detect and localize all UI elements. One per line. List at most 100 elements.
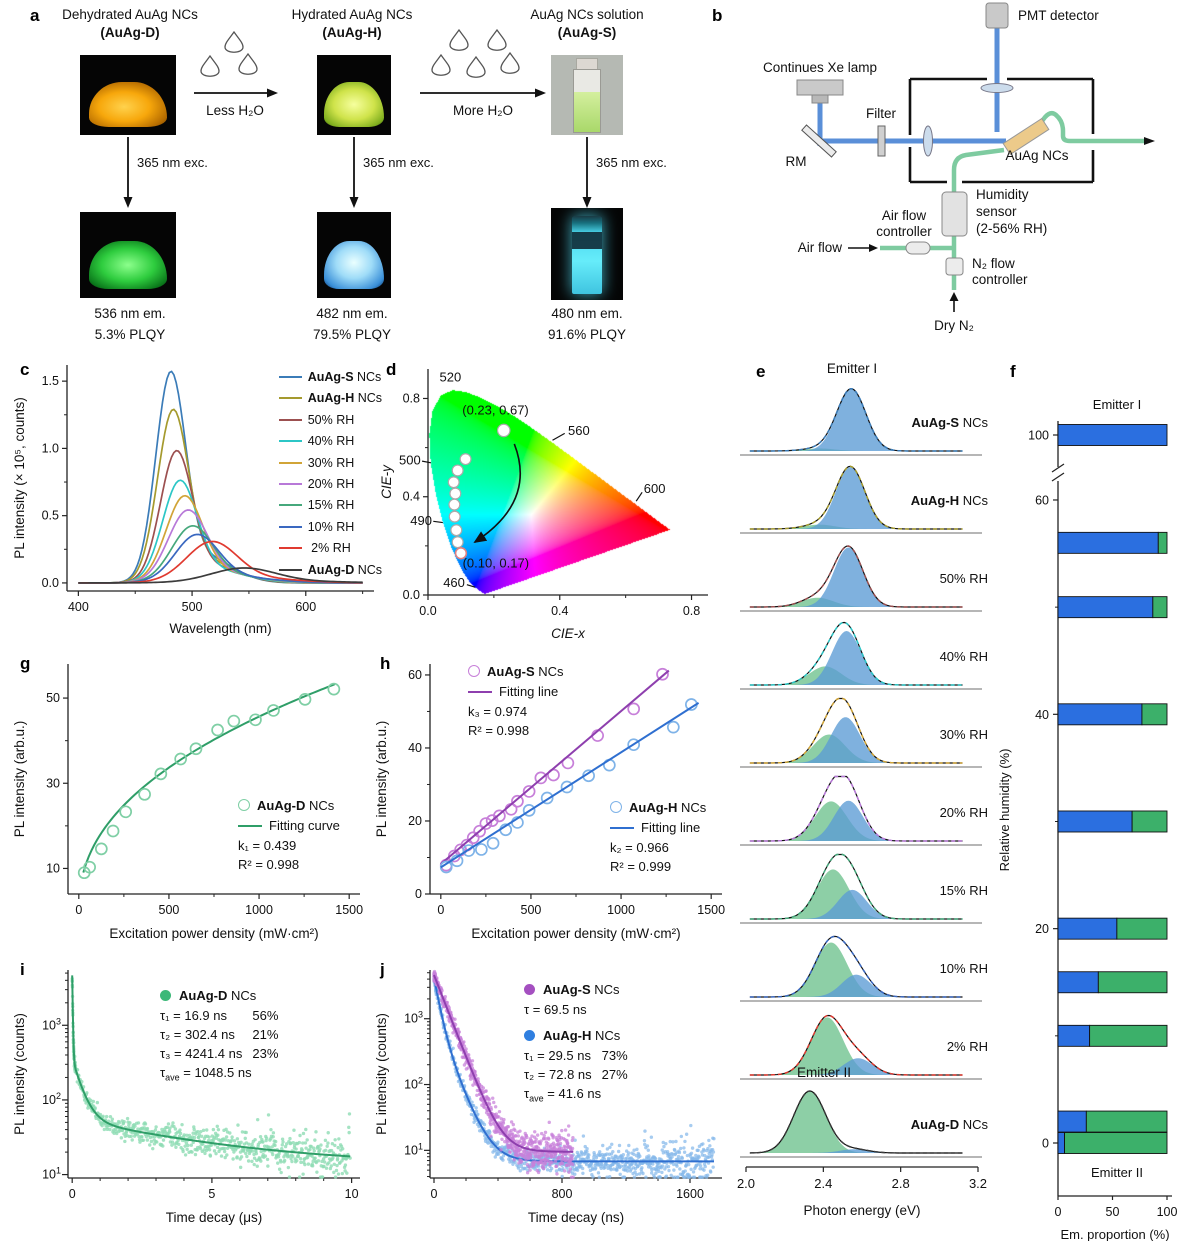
pl-spectra-legend: AuAg-S NCs AuAg-H NCs 50% RH 40% RH 30% RH 20… <box>278 367 382 581</box>
svg-text:Em. proportion (%): Em. proportion (%) <box>1060 1227 1169 1241</box>
row-label: 40% RH <box>940 649 988 664</box>
measured-trace <box>749 935 963 998</box>
filter-element <box>877 125 886 157</box>
photo-auag-d-daylight <box>80 55 176 135</box>
panel-label-d: d <box>386 360 397 379</box>
svg-text:Relative humidity (%): Relative humidity (%) <box>997 749 1012 872</box>
dot-swatch <box>524 984 535 995</box>
svg-text:800: 800 <box>552 1187 573 1201</box>
fit-line <box>440 702 700 869</box>
svg-text:Wavelength (nm): Wavelength (nm) <box>169 621 271 636</box>
exc-label-1: 365 nm exc. <box>137 155 208 170</box>
panel-b-setup: PMT detector Continues Xe lamp Filter RM… <box>700 0 1200 352</box>
pmt-detector-label: PMT detector <box>1018 8 1099 23</box>
humidity-label-1: Humidity <box>976 187 1029 202</box>
emitter2-component <box>749 1091 963 1153</box>
cuvette-label-band <box>572 232 602 249</box>
sample-title-auag-d: Dehydrated AuAg NCs (AuAg-D) <box>62 7 198 40</box>
dry-n2-arrowhead <box>949 292 959 301</box>
sample-chamber <box>908 77 1095 184</box>
powder-orange <box>88 82 168 127</box>
decay-fit <box>433 977 714 1163</box>
cie-point <box>454 547 468 560</box>
data-point <box>473 824 486 838</box>
emitter2-component <box>749 666 963 685</box>
power-legend-d: AuAg-D NCs Fitting curve k₁ = 0.439 R² =… <box>238 798 340 872</box>
transition-label-more-h2o: More H₂O <box>453 103 513 118</box>
svg-text:10: 10 <box>345 1187 359 1201</box>
svg-text:60: 60 <box>1035 493 1049 507</box>
emitter1-label: Emitter I <box>827 361 877 376</box>
panel-f-proportion: 100 60 40 20 0 0 50 100 Em. proportion (%) Relati… <box>995 355 1200 1241</box>
svg-text:20: 20 <box>1035 922 1049 936</box>
power-legend-h: AuAg-H NCs Fitting line k₂ = 0.966 R² = … <box>610 800 707 874</box>
svg-text:400: 400 <box>68 600 89 614</box>
data-point <box>267 704 280 717</box>
humidity-label-3: (2-56% RH) <box>976 221 1047 236</box>
svg-text:Excitation power density (mW·c: Excitation power density (mW·cm²) <box>109 926 318 941</box>
svg-text:0: 0 <box>431 1187 438 1201</box>
bar-emitter1 <box>1057 917 1118 940</box>
photo-auag-h-uv <box>317 212 391 298</box>
legend-item: 15% RH <box>278 495 382 516</box>
caption-auag-s: 480 nm em. 91.6% PLQY <box>547 306 627 342</box>
measured-trace <box>749 465 963 530</box>
svg-text:60: 60 <box>408 668 422 682</box>
data-point <box>627 702 641 716</box>
pl-curve <box>78 567 363 584</box>
air-flow-arrowhead <box>869 244 878 252</box>
svg-text:2.0: 2.0 <box>737 1176 755 1191</box>
cie-point <box>451 464 464 477</box>
gas-tube-in <box>951 147 1005 290</box>
bar-emitter2 <box>1116 917 1168 940</box>
powder-cyan-uv <box>323 241 385 290</box>
svg-text:1500: 1500 <box>697 903 725 917</box>
air-flow-controller-label-1: Air flow <box>882 208 927 223</box>
svg-text:0: 0 <box>415 887 422 901</box>
decay-chart-sh: 0 800 1600 101 102 103 Time decay (ns) PL inten… <box>374 969 722 1225</box>
svg-text:CIE-x: CIE-x <box>551 626 586 641</box>
data-point <box>83 860 96 874</box>
svg-text:30: 30 <box>46 776 60 790</box>
measured-trace <box>749 387 963 452</box>
dry-n2-label: Dry N₂ <box>934 318 974 333</box>
panel-j-decay-s-h: 0 800 1600 101 102 103 Time decay (ns) PL inten… <box>372 958 734 1241</box>
legend-item: 50% RH <box>278 410 382 431</box>
data-point <box>560 780 574 794</box>
legend-item: AuAg-D NCs <box>278 560 382 581</box>
data-point <box>189 742 203 756</box>
svg-text:1000: 1000 <box>245 903 273 917</box>
panel-label-g: g <box>20 654 31 673</box>
svg-text:102: 102 <box>404 1076 423 1092</box>
svg-text:0.0: 0.0 <box>42 576 59 590</box>
bar-emitter2 <box>1131 810 1168 833</box>
bar-emitter1 <box>1057 1110 1087 1133</box>
row-label: 10% RH <box>940 961 988 976</box>
svg-text:0.8: 0.8 <box>683 604 700 618</box>
svg-text:0: 0 <box>69 1187 76 1201</box>
emitter1-component <box>749 889 963 919</box>
emitter1-component <box>749 467 963 529</box>
svg-text:50: 50 <box>1106 1205 1120 1219</box>
data-point <box>475 843 488 856</box>
row-label: AuAg-D NCs <box>911 1117 989 1132</box>
svg-text:Time decay (μs): Time decay (μs) <box>166 1210 263 1225</box>
svg-text:500: 500 <box>521 903 542 917</box>
panel-d-cie: 0.0 0.4 0.8 0.0 0.4 0.8 CIE-x CIE-y 520 560 600 500… <box>378 355 723 647</box>
pl-curves <box>78 370 363 584</box>
svg-text:0.5: 0.5 <box>42 509 59 523</box>
svg-text:50: 50 <box>46 691 60 705</box>
row-label: AuAg-S NCs <box>911 415 988 430</box>
measured-trace <box>749 853 963 920</box>
bar-emitter1 <box>1057 1132 1065 1154</box>
svg-text:PL intensity (× 10⁵, counts): PL intensity (× 10⁵, counts) <box>12 397 27 559</box>
deconvolution-stack-chart: Emitter I AuAg-S NCs AuAg-H NCs 50% RH 40% R… <box>737 361 989 1218</box>
cie-chart-overlay: 0.0 0.4 0.8 0.0 0.4 0.8 CIE-x CIE-y 520 560 600 500… <box>379 369 708 641</box>
emitter1-component <box>749 389 963 451</box>
svg-text:20: 20 <box>408 814 422 828</box>
panel-h-power-s-h: 0 500 1000 1500 0 20 40 60 Excitation power dens… <box>372 648 734 958</box>
svg-text:1500: 1500 <box>335 903 363 917</box>
emitter1-component <box>749 631 963 685</box>
cie-annotation-start: (0.23, 0.67) <box>462 402 529 417</box>
lens-horizontal-path <box>923 125 933 157</box>
